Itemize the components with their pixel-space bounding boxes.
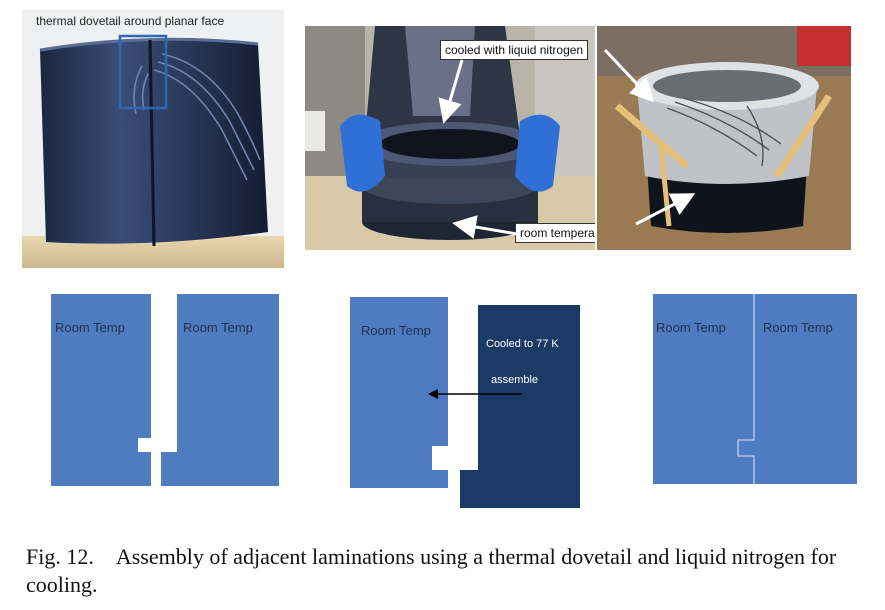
stage2-assemble-label: assemble xyxy=(491,374,539,386)
arrow-to-cooled-ring xyxy=(438,59,464,124)
stage2-cooled-label: Cooled to 77 K xyxy=(486,338,559,350)
figure-number: Fig. 12. xyxy=(26,544,94,569)
laminations-stack-image xyxy=(22,10,284,268)
stage2-cooled-block xyxy=(460,305,580,508)
photo-callout-arrows xyxy=(438,48,696,239)
photo-assembled-laminations xyxy=(597,26,851,250)
dovetail-photo-label: thermal dovetail around planar face xyxy=(36,14,225,28)
stage3-assembled-block xyxy=(653,294,857,484)
photo-dovetail-laminations: thermal dovetail around planar face xyxy=(22,10,284,268)
stage1-right-label: Room Temp xyxy=(183,320,253,335)
stage3-seam-line xyxy=(737,294,755,484)
arrow-to-room-ring xyxy=(452,215,518,239)
callout-cooled-liquid-nitrogen: cooled with liquid nitrogen xyxy=(440,40,589,60)
stage1-left-label: Room Temp xyxy=(55,320,125,335)
dovetail-highlight-box xyxy=(118,34,168,110)
stage3-right-label: Room Temp xyxy=(763,320,833,335)
arrow-to-cooled-stack xyxy=(603,48,655,103)
figure-caption-text: Assembly of adjacent laminations using a… xyxy=(26,544,837,597)
arrow-to-room-stack xyxy=(635,193,696,226)
dovetail-assembly-diagram xyxy=(51,294,857,508)
stage3-left-label: Room Temp xyxy=(656,320,726,335)
figure-caption: Fig. 12. Assembly of adjacent laminations… xyxy=(26,543,876,599)
stage2-left-label: Room Temp xyxy=(361,323,431,338)
stage1-right-block xyxy=(161,294,279,486)
stage2-room-block xyxy=(350,297,448,488)
assemble-arrow-head xyxy=(428,389,438,399)
stage1-left-block xyxy=(51,294,151,486)
photo-liquid-nitrogen-cooling: cooled with liquid nitrogen room tempera… xyxy=(305,26,595,250)
assembled-stack-image xyxy=(597,26,851,250)
callout-room-temperature: room temperature xyxy=(515,223,595,243)
